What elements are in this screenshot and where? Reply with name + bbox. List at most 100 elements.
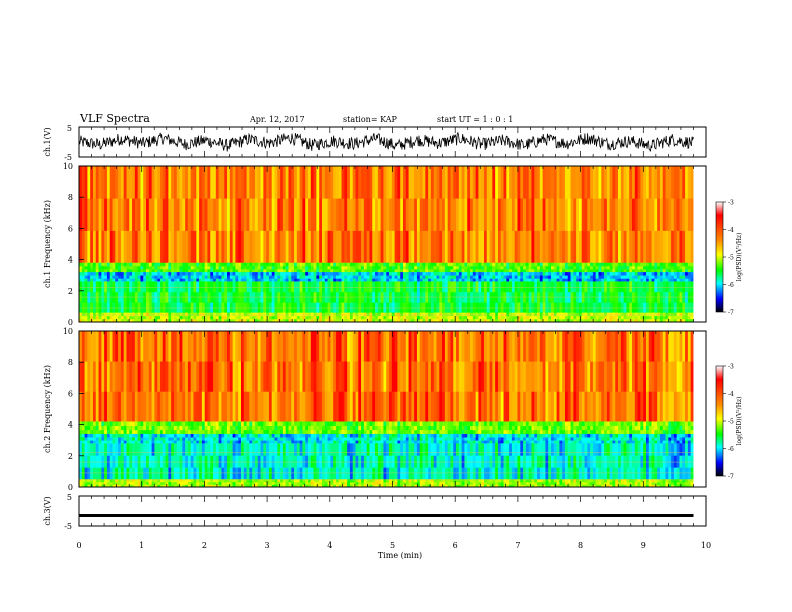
- spectrogram-cell: [397, 198, 401, 231]
- spectrogram-cell: [123, 315, 127, 320]
- spectrogram-cell: [246, 272, 250, 276]
- spectrogram-cell: [84, 391, 88, 422]
- spectrogram-cell: [176, 391, 180, 422]
- spectrogram-cell: [134, 318, 139, 322]
- spectrogram-cell: [472, 312, 476, 317]
- spectrogram-cell: [249, 467, 253, 480]
- spectrogram-cell: [534, 230, 538, 264]
- spectrogram-cell: [629, 166, 633, 199]
- spectrogram-cell: [531, 166, 535, 199]
- spectrogram-cell: [243, 481, 247, 485]
- spectrogram-cell: [210, 278, 214, 282]
- spectrogram-cell: [187, 391, 192, 422]
- spectrogram-cell: [405, 302, 409, 314]
- spectrogram-cell: [503, 275, 507, 279]
- spectrogram-cell: [299, 443, 303, 456]
- spectrogram-cell: [79, 481, 83, 485]
- spectrogram-cell: [101, 440, 105, 444]
- spectrogram-cell: [277, 443, 281, 456]
- spectrogram-cell: [157, 429, 161, 435]
- spectrogram-cell: [402, 272, 407, 276]
- spectrogram-cell: [511, 268, 516, 273]
- spectrogram-cell: [592, 275, 597, 279]
- spectrogram-cell: [604, 275, 608, 279]
- spectrogram-cell: [118, 318, 122, 322]
- spectrogram-cell: [534, 262, 538, 267]
- spectrogram-cell: [282, 312, 287, 317]
- spectrogram-cell: [179, 331, 183, 362]
- spectrogram-cell: [618, 268, 622, 273]
- spectrogram-cell: [288, 421, 292, 427]
- spectrogram-cell: [433, 198, 437, 231]
- spectrogram-cell: [341, 437, 345, 441]
- spectrogram-cell: [640, 272, 644, 276]
- spectrogram-cell: [450, 312, 454, 317]
- spectrogram-cell: [81, 278, 85, 282]
- spectrogram-cell: [263, 262, 267, 267]
- spectrogram-cell: [620, 198, 625, 231]
- spectrogram-cell: [263, 467, 267, 480]
- spectrogram-cell: [240, 268, 245, 273]
- spectrogram-cell: [369, 315, 373, 320]
- spectrogram-cell: [405, 281, 409, 293]
- spectrogram-cell: [659, 265, 664, 270]
- spectrogram-cell: [84, 302, 88, 314]
- spectrogram-cell: [383, 331, 387, 362]
- spectrogram-cell: [349, 361, 354, 392]
- spectrogram-cell: [578, 230, 583, 264]
- spectrogram-cell: [442, 302, 446, 314]
- spectrogram-cell: [196, 272, 200, 276]
- spectrogram-cell: [335, 481, 340, 485]
- spectrogram-cell: [249, 262, 253, 267]
- spectrogram-cell: [333, 481, 337, 485]
- spectrogram-cell: [95, 230, 99, 264]
- spectrogram-cell: [313, 391, 317, 422]
- spectrogram-cell: [160, 331, 164, 362]
- spectrogram-cell: [534, 166, 538, 199]
- spectrogram-cell: [676, 230, 680, 264]
- spectrogram-cell: [79, 281, 83, 293]
- spectrogram-cell: [190, 272, 194, 276]
- spectrogram-cell: [405, 272, 409, 276]
- spectrogram-cell: [106, 429, 111, 435]
- spectrogram-cell: [235, 481, 239, 485]
- spectrogram-cell: [277, 437, 281, 441]
- spectrogram-cell: [291, 484, 295, 487]
- spectrogram-cell: [316, 443, 320, 456]
- spectrogram-cell: [179, 318, 183, 322]
- spectrogram-cell: [651, 281, 655, 293]
- spectrogram-cell: [433, 230, 437, 264]
- spectrogram-cell: [361, 391, 365, 422]
- spectrogram-cell: [531, 230, 535, 264]
- spectrogram-cell: [310, 443, 315, 456]
- spectrogram-cell: [310, 433, 315, 438]
- spectrogram-cell: [344, 484, 348, 487]
- spectrogram-cell: [171, 302, 175, 314]
- spectrogram-cell: [229, 479, 234, 483]
- spectrogram-cell: [492, 315, 496, 320]
- spectrogram-cell: [143, 166, 147, 199]
- spectrogram-cell: [257, 315, 261, 320]
- spectrogram-cell: [302, 166, 306, 199]
- spectrogram-cell: [316, 484, 320, 487]
- spectrogram-cell: [383, 361, 387, 392]
- spectrogram-cell: [352, 265, 356, 270]
- spectrogram-cell: [327, 437, 331, 441]
- spectrogram-cell: [171, 262, 175, 267]
- spectrogram-cell: [587, 265, 591, 270]
- spectrogram-cell: [95, 315, 99, 320]
- spectrogram-cell: [416, 302, 421, 314]
- spectrogram-cell: [129, 262, 133, 267]
- spectrogram-cell: [416, 198, 421, 231]
- spectrogram-cell: [665, 166, 669, 199]
- spectrogram-cell: [154, 278, 158, 282]
- spectrogram-cell: [95, 278, 99, 282]
- spectrogram-cell: [201, 479, 206, 483]
- spectrogram-cell: [327, 331, 331, 362]
- spectrogram-cell: [299, 315, 303, 320]
- spectrogram-cell: [134, 312, 139, 317]
- spectrogram-cell: [324, 467, 328, 480]
- spectrogram-cell: [118, 166, 122, 199]
- spectrogram-cell: [620, 272, 625, 276]
- spectrogram-cell: [676, 272, 680, 276]
